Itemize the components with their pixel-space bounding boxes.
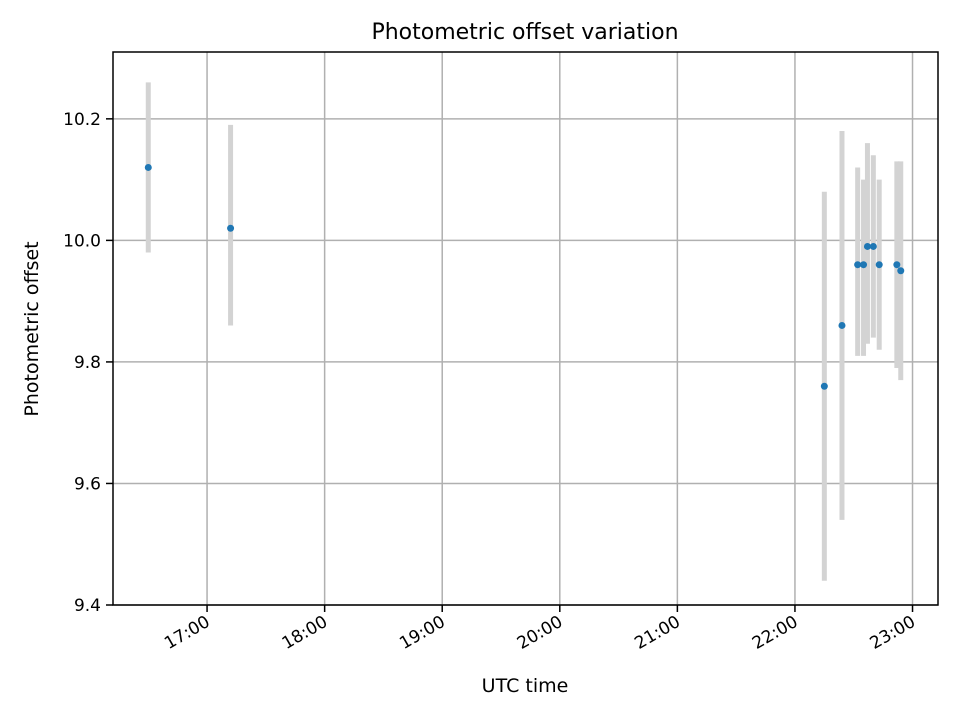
data-point bbox=[838, 321, 846, 329]
y-tick-label: 10.0 bbox=[63, 231, 101, 251]
y-tick-label: 10.2 bbox=[63, 110, 101, 130]
data-point bbox=[875, 261, 883, 269]
plot-area: 17:00 18:00 19:00 20:00 21:00 22:00 23:009.49.… bbox=[63, 51, 939, 654]
data-point bbox=[893, 261, 901, 269]
data-point bbox=[820, 382, 828, 390]
y-tick-label: 9.8 bbox=[74, 353, 101, 373]
data-point bbox=[863, 242, 871, 250]
data-point bbox=[869, 242, 877, 250]
axes-frame bbox=[112, 51, 939, 606]
data-point bbox=[144, 163, 152, 171]
data-point bbox=[227, 224, 235, 232]
data-point bbox=[854, 261, 862, 269]
y-tick-label: 9.4 bbox=[74, 596, 101, 616]
data-point bbox=[897, 267, 905, 275]
chart-title: Photometric offset variation bbox=[371, 20, 678, 45]
data-point bbox=[860, 261, 868, 269]
y-tick-label: 9.6 bbox=[74, 474, 101, 494]
x-axis-label: UTC time bbox=[482, 675, 569, 697]
y-axis-label: Photometric offset bbox=[21, 241, 43, 416]
